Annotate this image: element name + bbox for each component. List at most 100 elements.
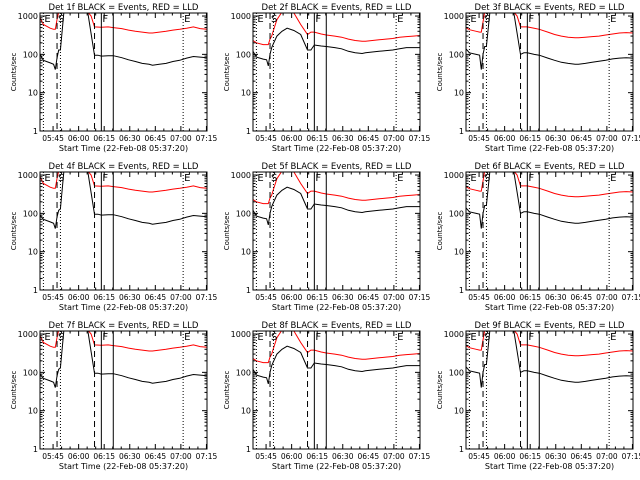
plot-frame <box>39 330 208 450</box>
time-marker-label: F <box>528 173 534 184</box>
lld-series-line <box>466 13 633 39</box>
time-marker-label: E <box>397 173 403 184</box>
time-marker-label: E <box>184 332 190 343</box>
x-tick-label: 06:00 <box>68 134 90 143</box>
lld-series-line <box>253 331 420 364</box>
y-tick-label: 100 <box>449 368 464 377</box>
y-tick-label: 1 <box>33 445 38 454</box>
y-tick-label: 100 <box>449 209 464 218</box>
x-tick-label: 06:15 <box>93 293 115 302</box>
x-tick-label: 07:15 <box>622 293 640 302</box>
x-tick-label: 06:00 <box>281 293 303 302</box>
lld-series-line <box>253 172 420 205</box>
y-tick-label: 1000 <box>18 171 38 180</box>
x-tick-label: 06:00 <box>68 293 90 302</box>
y-tick-label: 10 <box>28 248 38 257</box>
x-tick-label: 06:30 <box>545 293 567 302</box>
y-tick-label: 1000 <box>444 12 464 21</box>
x-tick-label: 06:30 <box>119 134 141 143</box>
y-axis-label: Counts/sec <box>223 371 231 410</box>
panel-title: Det 1f BLACK = Events, RED = LLD <box>49 3 199 13</box>
y-tick-label: 1000 <box>18 330 38 339</box>
time-marker-label: E <box>397 332 403 343</box>
plot-frame <box>465 12 634 132</box>
y-tick-label: 1 <box>246 445 251 454</box>
time-marker-label: E <box>257 332 263 343</box>
y-tick-label: 1000 <box>444 330 464 339</box>
x-tick-label: 06:00 <box>281 134 303 143</box>
x-tick-label: 05:45 <box>255 452 277 461</box>
y-tick-label: 10 <box>454 248 464 257</box>
time-marker-label: F <box>102 14 108 25</box>
x-tick-label: 07:15 <box>409 452 431 461</box>
plot-frame <box>252 171 421 291</box>
time-marker-label: E <box>257 173 263 184</box>
y-tick-label: 10 <box>241 248 251 257</box>
panel-title: Det 8f BLACK = Events, RED = LLD <box>262 321 412 331</box>
panel-title: Det 2f BLACK = Events, RED = LLD <box>262 3 412 13</box>
time-marker-label: E <box>470 173 476 184</box>
y-axis-label: Counts/sec <box>436 371 444 410</box>
y-tick-label: 100 <box>236 368 251 377</box>
x-tick-label: 07:00 <box>596 452 618 461</box>
x-tick-label: 06:15 <box>519 452 541 461</box>
panel-title: Det 6f BLACK = Events, RED = LLD <box>475 162 625 172</box>
x-tick-label: 07:15 <box>196 293 218 302</box>
time-marker-label: F <box>102 332 108 343</box>
y-tick-label: 1000 <box>231 330 251 339</box>
plot-frame <box>252 330 421 450</box>
x-tick-label: 06:30 <box>332 293 354 302</box>
lld-series-line <box>466 172 633 198</box>
time-marker-label: S <box>58 14 64 25</box>
x-tick-label: 07:15 <box>622 452 640 461</box>
time-marker-label: F <box>315 173 321 184</box>
y-tick-label: 100 <box>23 368 38 377</box>
x-tick-label: 06:45 <box>358 452 380 461</box>
x-tick-label: 06:30 <box>119 452 141 461</box>
y-axis-label: Counts/sec <box>223 212 231 251</box>
events-series-line <box>253 345 420 385</box>
events-series-line <box>466 172 633 229</box>
y-tick-label: 10 <box>241 89 251 98</box>
y-axis-label: Counts/sec <box>10 212 18 251</box>
plot-frame <box>39 171 208 291</box>
y-tick-label: 100 <box>23 50 38 59</box>
y-axis-label: Counts/sec <box>10 53 18 92</box>
events-series-line <box>40 13 207 70</box>
time-marker-label: E <box>184 173 190 184</box>
y-tick-label: 1 <box>459 127 464 136</box>
x-tick-label: 06:45 <box>358 293 380 302</box>
y-tick-label: 1 <box>33 286 38 295</box>
time-marker-label: E <box>44 173 50 184</box>
y-tick-label: 1 <box>33 127 38 136</box>
events-series-line <box>466 331 633 388</box>
time-marker-label: F <box>102 173 108 184</box>
x-tick-label: 06:45 <box>358 134 380 143</box>
y-tick-label: 1 <box>246 286 251 295</box>
x-axis-label: Start Time (22-Feb-08 05:37:20) <box>485 144 614 153</box>
x-tick-label: 07:00 <box>170 293 192 302</box>
events-series-line <box>253 27 420 67</box>
x-axis-label: Start Time (22-Feb-08 05:37:20) <box>272 303 401 312</box>
y-axis-label: Counts/sec <box>436 53 444 92</box>
x-tick-label: 06:30 <box>545 134 567 143</box>
time-marker-label: E <box>470 14 476 25</box>
y-tick-label: 10 <box>28 407 38 416</box>
panel-title: Det 9f BLACK = Events, RED = LLD <box>475 321 625 331</box>
x-tick-label: 06:15 <box>306 293 328 302</box>
x-tick-label: 06:45 <box>145 293 167 302</box>
x-tick-label: 06:45 <box>571 452 593 461</box>
x-tick-label: 07:00 <box>383 452 405 461</box>
time-marker-label: E <box>610 173 616 184</box>
time-marker-label: F <box>315 332 321 343</box>
x-axis-label: Start Time (22-Feb-08 05:37:20) <box>272 144 401 153</box>
x-tick-label: 05:45 <box>255 134 277 143</box>
x-tick-label: 06:30 <box>332 452 354 461</box>
x-tick-label: 07:00 <box>383 293 405 302</box>
x-tick-label: 07:15 <box>196 134 218 143</box>
panel-title: Det 4f BLACK = Events, RED = LLD <box>49 162 199 172</box>
x-tick-label: 06:00 <box>494 293 516 302</box>
